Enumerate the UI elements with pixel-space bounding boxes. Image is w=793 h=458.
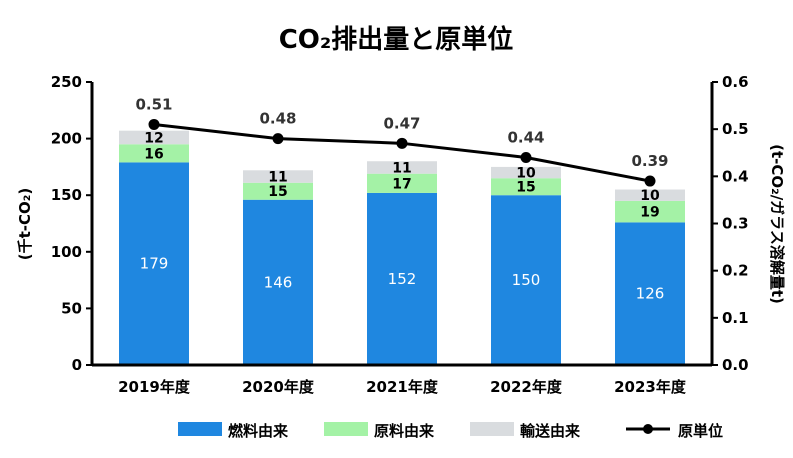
ratio-point bbox=[396, 137, 408, 149]
bar-fuel bbox=[367, 192, 437, 365]
y-tick-label-left: 0 bbox=[72, 356, 82, 374]
y-tick-label-right: 0.5 bbox=[722, 120, 749, 138]
bar-transport bbox=[119, 130, 189, 145]
x-tick-label: 2020年度 bbox=[242, 378, 315, 396]
ratio-value-label: 0.47 bbox=[383, 114, 420, 132]
ratio-point bbox=[644, 175, 656, 187]
y-tick-label-left: 50 bbox=[61, 299, 82, 317]
y-axis-label-right: (t-CO₂/ガラス溶解量t) bbox=[768, 144, 786, 304]
y-tick-label-left: 100 bbox=[51, 243, 82, 261]
bar-material bbox=[367, 173, 437, 193]
y-tick-label-left: 150 bbox=[51, 186, 82, 204]
legend-swatch-material bbox=[324, 422, 368, 436]
y-tick-label-right: 0.0 bbox=[722, 356, 749, 374]
ratio-value-label: 0.51 bbox=[135, 95, 172, 113]
legend-swatch-transport bbox=[470, 422, 514, 436]
ratio-point bbox=[520, 151, 532, 163]
bar-value-label: 152 bbox=[388, 270, 417, 288]
ratio-point bbox=[272, 133, 284, 145]
bar-value-label: 15 bbox=[516, 180, 535, 196]
x-tick-label: 2021年度 bbox=[366, 378, 439, 396]
bar-value-label: 11 bbox=[392, 160, 411, 176]
bar-fuel bbox=[491, 195, 561, 365]
bar-fuel bbox=[243, 199, 313, 365]
legend: 燃料由来 原料由来 輸送由来 原単位 bbox=[178, 422, 723, 440]
ratio-point bbox=[148, 118, 160, 130]
y-tick-label-right: 0.1 bbox=[722, 309, 749, 327]
bar-value-label: 10 bbox=[516, 166, 536, 182]
legend-marker-ratio bbox=[643, 424, 653, 434]
bar-value-label: 10 bbox=[640, 188, 660, 204]
x-tick-label: 2022年度 bbox=[490, 378, 563, 396]
legend-label: 燃料由来 bbox=[228, 422, 289, 440]
bar-value-label: 19 bbox=[640, 205, 659, 221]
bar-value-label: 146 bbox=[264, 273, 293, 291]
bar-material bbox=[243, 182, 313, 200]
y-tick-label-left: 250 bbox=[51, 73, 82, 91]
y-axis-label-left: (千t-CO₂) bbox=[16, 188, 34, 260]
chart-title: CO₂排出量と原単位 bbox=[279, 24, 514, 55]
bar-material bbox=[491, 178, 561, 196]
bar-fuel bbox=[119, 162, 189, 365]
legend-swatch-fuel bbox=[178, 422, 222, 436]
bar-value-label: 11 bbox=[268, 170, 287, 186]
bar-value-label: 179 bbox=[140, 255, 169, 273]
legend-label: 輸送由来 bbox=[520, 422, 581, 440]
y-tick-label-right: 0.3 bbox=[722, 215, 749, 233]
bar-transport bbox=[243, 170, 313, 183]
bar-value-label: 16 bbox=[144, 146, 163, 162]
legend-label: 原単位 bbox=[678, 422, 723, 440]
bar-fuel bbox=[615, 222, 685, 365]
x-tick-label: 2019年度 bbox=[118, 378, 191, 396]
y-tick-label-right: 0.6 bbox=[722, 73, 749, 91]
x-tick-label: 2023年度 bbox=[614, 378, 687, 396]
ratio-value-label: 0.44 bbox=[507, 128, 544, 146]
bar-value-label: 17 bbox=[392, 176, 411, 192]
bar-transport bbox=[491, 166, 561, 179]
bar-value-label: 150 bbox=[512, 271, 541, 289]
bar-value-label: 12 bbox=[144, 130, 163, 146]
bar-transport bbox=[615, 189, 685, 201]
ratio-value-label: 0.48 bbox=[259, 110, 296, 128]
ratio-value-label: 0.39 bbox=[631, 152, 668, 170]
y-tick-label-right: 0.2 bbox=[722, 262, 749, 280]
bar-material bbox=[119, 144, 189, 163]
legend-label: 原料由来 bbox=[374, 422, 435, 440]
bar-transport bbox=[367, 161, 437, 174]
bar-value-label: 15 bbox=[268, 184, 287, 200]
plot-area: 17916122019年度14615112020年度15217112021年度1… bbox=[51, 73, 749, 396]
bar-material bbox=[615, 200, 685, 223]
bar-value-label: 126 bbox=[636, 285, 665, 303]
y-tick-label-left: 200 bbox=[51, 130, 82, 148]
y-tick-label-right: 0.4 bbox=[722, 167, 749, 185]
